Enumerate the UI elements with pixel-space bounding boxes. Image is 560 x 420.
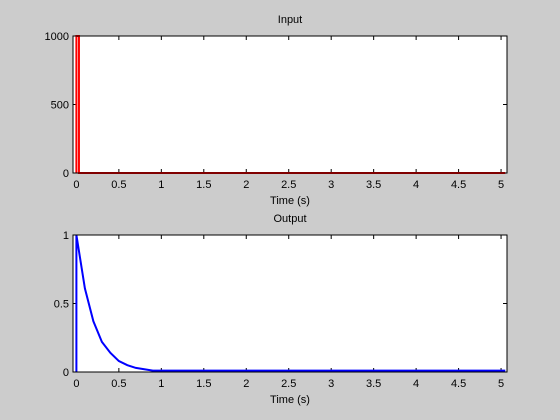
x-axis-label: Time (s) bbox=[270, 394, 310, 406]
data-line bbox=[75, 234, 506, 372]
x-tick-label: 0.5 bbox=[111, 378, 126, 390]
x-tick-label: 1.5 bbox=[196, 378, 211, 390]
x-tick-label: 4.5 bbox=[451, 378, 466, 390]
x-tick-label: 5 bbox=[498, 179, 504, 191]
x-tick-label: 1 bbox=[158, 378, 164, 390]
y-tick-label: 1 bbox=[63, 230, 69, 242]
x-tick-label: 3 bbox=[328, 179, 334, 191]
x-tick-label: 0 bbox=[73, 179, 79, 191]
y-tick-label: 0 bbox=[63, 168, 69, 180]
x-tick-label: 0.5 bbox=[111, 179, 126, 191]
x-tick-label: 3.5 bbox=[366, 378, 381, 390]
x-tick-label: 2 bbox=[243, 378, 249, 390]
x-axis-label: Time (s) bbox=[270, 195, 310, 207]
x-tick-label: 4.5 bbox=[451, 179, 466, 191]
axes-background bbox=[73, 235, 507, 372]
y-tick-label: 0.5 bbox=[54, 299, 69, 311]
x-tick-label: 0 bbox=[73, 378, 79, 390]
y-tick-label: 500 bbox=[51, 100, 69, 112]
x-tick-label: 3.5 bbox=[366, 179, 381, 191]
x-tick-label: 2.5 bbox=[281, 378, 296, 390]
axes-title: Input bbox=[278, 14, 302, 26]
x-tick-label: 4 bbox=[413, 378, 419, 390]
x-tick-label: 4 bbox=[413, 179, 419, 191]
x-tick-label: 5 bbox=[498, 378, 504, 390]
axes-title: Output bbox=[273, 213, 306, 225]
x-tick-label: 2 bbox=[243, 179, 249, 191]
x-tick-label: 2.5 bbox=[281, 179, 296, 191]
x-tick-label: 1.5 bbox=[196, 179, 211, 191]
x-tick-label: 1 bbox=[158, 179, 164, 191]
y-tick-label: 0 bbox=[63, 367, 69, 379]
y-tick-label: 1000 bbox=[45, 31, 69, 43]
axes-box bbox=[72, 35, 508, 174]
x-tick-label: 3 bbox=[328, 378, 334, 390]
axes-box bbox=[72, 234, 508, 373]
axes-background bbox=[73, 36, 507, 173]
